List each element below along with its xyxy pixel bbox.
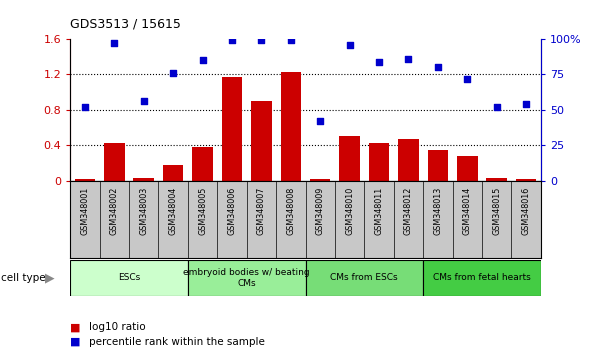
Text: embryoid bodies w/ beating
CMs: embryoid bodies w/ beating CMs <box>183 268 310 287</box>
Bar <box>188 260 306 296</box>
Point <box>286 38 296 43</box>
Point <box>168 70 178 76</box>
Bar <box>457 156 478 181</box>
Bar <box>163 165 183 181</box>
Point <box>109 40 119 46</box>
Point <box>433 64 443 70</box>
Bar <box>104 143 125 181</box>
Text: GSM348008: GSM348008 <box>287 187 295 235</box>
Text: GSM348005: GSM348005 <box>198 187 207 235</box>
Bar <box>398 139 419 181</box>
Bar <box>423 260 541 296</box>
Text: ■: ■ <box>70 337 81 347</box>
Bar <box>339 136 360 181</box>
Point <box>403 56 413 62</box>
Bar <box>192 147 213 181</box>
Point <box>139 98 148 104</box>
Text: percentile rank within the sample: percentile rank within the sample <box>89 337 265 347</box>
Text: log10 ratio: log10 ratio <box>89 322 145 332</box>
Bar <box>251 101 272 181</box>
Bar <box>486 178 507 181</box>
Text: CMs from ESCs: CMs from ESCs <box>331 273 398 282</box>
Text: GSM348004: GSM348004 <box>169 187 178 235</box>
Text: GSM348001: GSM348001 <box>81 187 89 235</box>
Point <box>198 57 208 63</box>
Point <box>492 104 502 110</box>
Text: ESCs: ESCs <box>118 273 140 282</box>
Bar <box>516 179 536 181</box>
Point <box>521 101 531 107</box>
Text: GSM348010: GSM348010 <box>345 187 354 235</box>
Text: GSM348013: GSM348013 <box>433 187 442 235</box>
Bar <box>280 72 301 181</box>
Point <box>315 118 325 124</box>
Text: cell type: cell type <box>1 273 46 283</box>
Bar <box>428 149 448 181</box>
Text: GSM348009: GSM348009 <box>316 187 324 235</box>
Point <box>345 42 354 47</box>
Text: GSM348002: GSM348002 <box>110 187 119 235</box>
Bar <box>306 260 423 296</box>
Bar <box>70 260 188 296</box>
Text: ▶: ▶ <box>45 272 54 284</box>
Bar <box>310 179 331 181</box>
Text: GSM348011: GSM348011 <box>375 187 384 235</box>
Bar <box>75 179 95 181</box>
Point <box>227 38 237 43</box>
Text: CMs from fetal hearts: CMs from fetal hearts <box>433 273 531 282</box>
Text: GSM348006: GSM348006 <box>227 187 236 235</box>
Text: GSM348007: GSM348007 <box>257 187 266 235</box>
Point <box>463 76 472 81</box>
Text: GSM348016: GSM348016 <box>522 187 530 235</box>
Text: ■: ■ <box>70 322 81 332</box>
Point <box>257 38 266 43</box>
Text: GSM348012: GSM348012 <box>404 187 413 235</box>
Point <box>80 104 90 110</box>
Text: GSM348015: GSM348015 <box>492 187 501 235</box>
Bar <box>368 143 389 181</box>
Bar <box>222 77 243 181</box>
Text: GSM348003: GSM348003 <box>139 187 148 235</box>
Text: GDS3513 / 15615: GDS3513 / 15615 <box>70 18 181 31</box>
Point <box>374 59 384 64</box>
Bar <box>133 178 154 181</box>
Text: GSM348014: GSM348014 <box>463 187 472 235</box>
